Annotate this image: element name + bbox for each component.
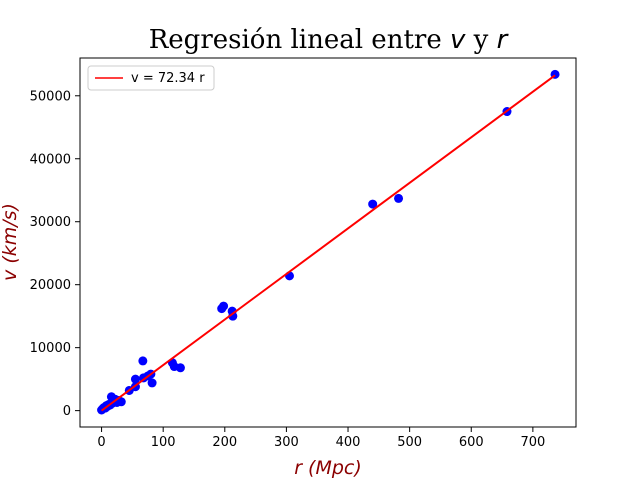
x-axis-ticks: 0 100 200 300 400 500 600 700 xyxy=(97,427,545,450)
x-tick-label: 300 xyxy=(274,435,299,450)
x-tick-label: 0 xyxy=(97,435,105,450)
data-point xyxy=(394,193,404,203)
regression-line-layer xyxy=(100,74,556,412)
x-tick-label: 500 xyxy=(397,435,422,450)
data-point xyxy=(147,378,157,388)
y-tick-label: 10000 xyxy=(30,341,71,356)
plot-area xyxy=(79,57,577,428)
x-tick-label: 100 xyxy=(151,435,176,450)
y-tick-label: 30000 xyxy=(30,215,71,230)
data-point xyxy=(175,363,185,373)
data-point xyxy=(368,199,378,209)
x-tick-label: 600 xyxy=(459,435,484,450)
x-tick-label: 400 xyxy=(336,435,361,450)
legend-entry-label: v = 72.34 r xyxy=(131,71,205,86)
regression-line xyxy=(100,74,556,412)
chart-title: Regresión lineal entre v y r xyxy=(149,25,510,55)
y-tick-label: 20000 xyxy=(30,278,71,293)
x-tick-label: 700 xyxy=(520,435,545,450)
data-point xyxy=(116,397,126,407)
x-tick-label: 200 xyxy=(212,435,237,450)
y-tick-label: 40000 xyxy=(30,152,71,167)
data-point xyxy=(228,311,238,321)
legend: v = 72.34 r xyxy=(87,65,215,91)
y-axis-ticks: 0 10000 20000 30000 40000 50000 xyxy=(30,89,80,419)
y-axis-label: v (km/s) xyxy=(0,203,21,281)
data-point xyxy=(138,356,148,366)
data-point xyxy=(130,374,140,384)
y-tick-label: 50000 xyxy=(30,89,71,104)
axes-frame xyxy=(79,57,577,428)
y-tick-label: 0 xyxy=(63,404,71,419)
data-point xyxy=(219,301,229,311)
legend-box xyxy=(87,65,215,91)
x-axis-label: r (Mpc) xyxy=(294,457,362,479)
